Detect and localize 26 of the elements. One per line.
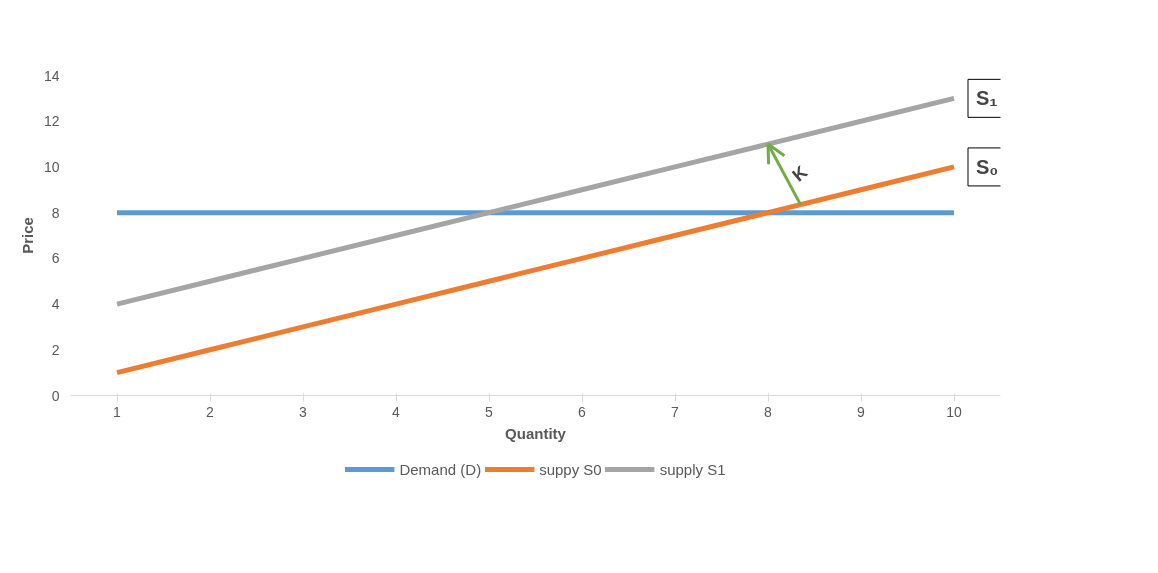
y-tick-label: 10 (43, 158, 60, 175)
x-tick-label: 6 (578, 403, 587, 420)
y-axis-title: Price (18, 217, 36, 254)
x-tick-label: 3 (299, 403, 308, 420)
legend-label: supply S1 (659, 460, 726, 478)
x-axis-title: Quantity (505, 424, 567, 442)
x-tick-label: 5 (485, 403, 494, 420)
y-tick-label: 14 (43, 67, 60, 84)
x-tick-label: 1 (113, 403, 122, 420)
legend-label: Demand (D) (399, 460, 482, 478)
y-tick-label: 8 (51, 204, 60, 221)
x-tick-label: 9 (857, 403, 866, 420)
x-tick-label: 4 (392, 403, 401, 420)
y-tick-label: 0 (51, 387, 60, 404)
y-tick-label: 4 (51, 296, 60, 313)
y-tick-label: 6 (51, 250, 60, 267)
y-tick-label: 2 (51, 341, 60, 358)
x-tick-label: 8 (764, 403, 773, 420)
y-tick-label: 12 (43, 113, 60, 130)
annotation: K (788, 161, 812, 186)
annotation: S₁ (976, 87, 998, 110)
x-tick-label: 10 (946, 403, 962, 420)
annotation: S₀ (976, 155, 999, 178)
x-tick-label: 2 (206, 403, 215, 420)
x-tick-label: 7 (671, 403, 680, 420)
legend-label: suppy S0 (539, 460, 602, 478)
